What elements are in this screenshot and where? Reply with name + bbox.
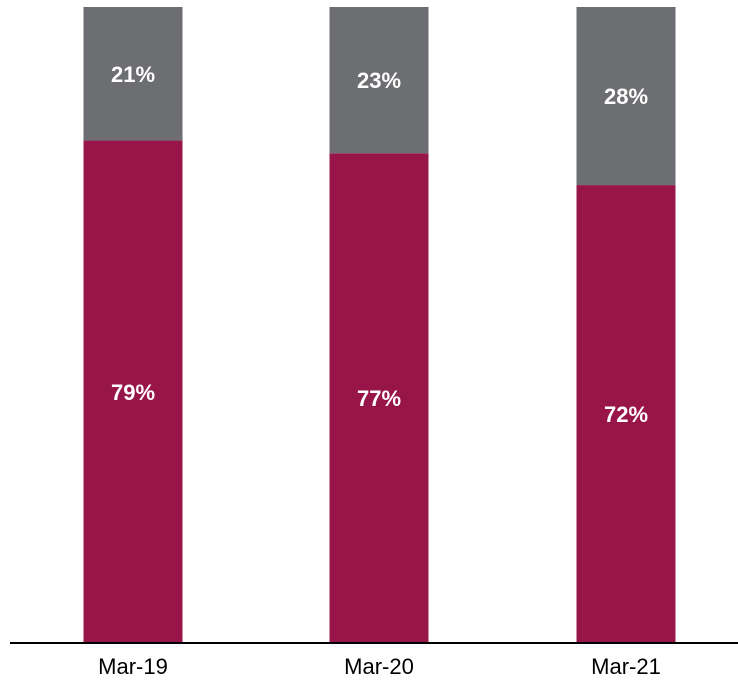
x-tick-label: Mar-19	[98, 654, 168, 679]
x-tick-labels-group: Mar-19 Mar-20 Mar-21	[98, 654, 661, 679]
x-tick-label: Mar-20	[344, 654, 414, 679]
data-label-mar-20-s1: 23%	[357, 68, 401, 93]
bars-group	[84, 7, 676, 643]
data-label-mar-21-s0: 72%	[604, 402, 648, 427]
data-label-mar-20-s0: 77%	[357, 386, 401, 411]
x-tick-label: Mar-21	[591, 654, 661, 679]
data-label-mar-19-s1: 21%	[111, 62, 155, 87]
data-label-mar-21-s1: 28%	[604, 84, 648, 109]
data-label-mar-19-s0: 79%	[111, 380, 155, 405]
